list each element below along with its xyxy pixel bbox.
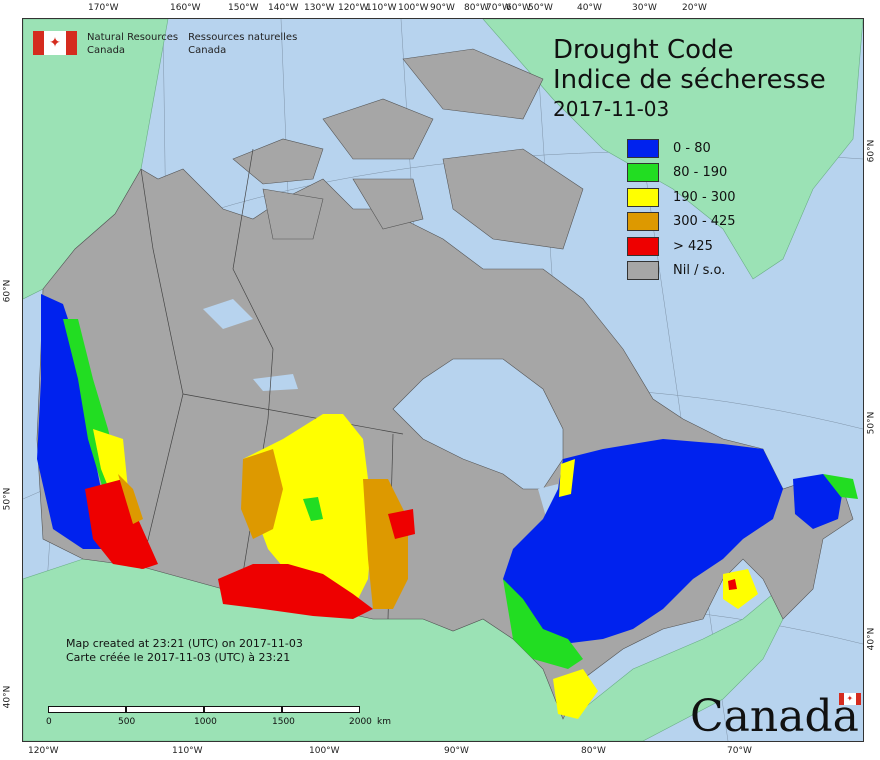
zone-newfoundland-blue	[793, 474, 843, 529]
scale-segment	[126, 706, 204, 713]
graticule-label: 130°W	[304, 3, 335, 13]
map-title-en: Drought Code	[553, 35, 734, 65]
credit-fr: Carte créée le 2017-11-03 (UTC) à 23:21	[66, 651, 291, 664]
scale-tick: 2000	[349, 717, 372, 727]
legend-swatch	[627, 261, 659, 281]
map-title-block: Drought Code Indice de sécheresse 2017-1…	[553, 35, 826, 123]
zone-maritimes-yellow	[723, 569, 758, 609]
map-credit: Map created at 23:21 (UTC) on 2017-11-03…	[66, 637, 303, 665]
graticule-label: 160°W	[170, 3, 201, 13]
zone-east-blue	[503, 439, 783, 644]
zone-bc-red	[85, 479, 158, 569]
legend-label: 80 - 190	[673, 165, 728, 181]
graticule-label: 70°W	[486, 3, 511, 13]
great-bear-lake	[203, 299, 253, 329]
scale-segment	[282, 706, 360, 713]
zone-manitoba-orange	[363, 479, 408, 609]
wordmark-flag-icon: ✦	[838, 693, 861, 705]
graticule-label: 50°W	[528, 3, 553, 13]
graticule-label: 50°N	[866, 411, 877, 435]
graticule-label: 50°N	[2, 487, 13, 511]
legend-label: Nil / s.o.	[673, 263, 726, 279]
graticule-label: 70°W	[727, 746, 752, 756]
legend-swatch	[627, 236, 659, 256]
scale-tick: 1000	[194, 717, 217, 727]
legend-item: 300 - 425	[627, 210, 736, 235]
graticule-label: 60°N	[2, 279, 13, 303]
zone-prairie-orange	[241, 449, 283, 539]
zone-prairie-green	[303, 497, 323, 521]
legend: 0 - 80 80 - 190 190 - 300 300 - 425 > 42…	[627, 136, 736, 283]
zone-east-green	[503, 579, 583, 669]
legend-item: 80 - 190	[627, 161, 736, 186]
graticule-label: 120°W	[28, 746, 59, 756]
drought-code-map: ✦ Natural Resources Canada Ressources na…	[22, 18, 864, 742]
graticule-label: 80°W	[581, 746, 606, 756]
graticule-label: 60°W	[506, 3, 531, 13]
agency-name-en: Natural Resources Canada	[87, 31, 178, 57]
graticule-label: 150°W	[228, 3, 259, 13]
graticule-label: 90°W	[430, 3, 455, 13]
agency-fr-line2: Canada	[188, 45, 227, 56]
canada-flag-icon: ✦	[33, 31, 77, 55]
graticule-label: 120°W	[338, 3, 369, 13]
agency-signature: ✦ Natural Resources Canada Ressources na…	[33, 31, 297, 57]
graticule-label: 30°W	[632, 3, 657, 13]
legend-label: 300 - 425	[673, 214, 736, 230]
graticule-label: 20°W	[682, 3, 707, 13]
zone-quebec-north-yellow	[559, 459, 575, 497]
agency-en-line1: Natural Resources	[87, 32, 179, 43]
graticule-label: 40°W	[577, 3, 602, 13]
scale-tick: 500	[118, 717, 136, 727]
graticule-label: 60°N	[866, 139, 877, 163]
legend-item: 0 - 80	[627, 136, 736, 161]
zone-bc-orange	[118, 474, 143, 524]
agency-name-fr: Ressources naturelles Canada	[188, 31, 297, 57]
zone-prairie-red	[218, 564, 373, 619]
graticule-label: 100°W	[398, 3, 429, 13]
graticule-label: 110°W	[366, 3, 397, 13]
map-date: 2017-11-03	[553, 97, 670, 121]
graticule-label: 40°N	[2, 685, 13, 709]
scale-bar: 0 500 1000 1500 2000 km	[46, 706, 391, 736]
zone-manitoba-red	[388, 509, 415, 539]
greenland-land	[482, 19, 863, 280]
graticule-label: 100°W	[309, 746, 340, 756]
legend-label: 190 - 300	[673, 189, 736, 205]
agency-fr-line1: Ressources naturelles	[188, 32, 298, 43]
graticule-label: 90°W	[444, 746, 469, 756]
map-title-fr: Indice de sécheresse	[553, 65, 826, 95]
zone-maritimes-red	[728, 579, 737, 590]
zone-newfoundland-green	[823, 474, 858, 499]
map-canvas	[23, 19, 863, 741]
zone-bc-blue	[37, 294, 113, 549]
legend-item: > 425	[627, 234, 736, 259]
legend-swatch	[627, 163, 659, 183]
scale-unit: km	[377, 717, 391, 727]
scale-segment	[48, 706, 126, 713]
legend-label: > 425	[673, 238, 713, 254]
graticule-label: 140°W	[268, 3, 299, 13]
scale-tick: 1500	[272, 717, 295, 727]
graticule-label: 80°W	[464, 3, 489, 13]
scale-tick: 0	[46, 717, 52, 727]
zone-ontario-yellow	[553, 669, 598, 719]
arctic-islands	[232, 48, 584, 250]
scale-segment	[204, 706, 282, 713]
legend-swatch	[627, 138, 659, 158]
great-slave-lake	[253, 374, 298, 391]
graticule-label: 170°W	[88, 3, 119, 13]
legend-item: 190 - 300	[627, 185, 736, 210]
agency-en-line2: Canada	[87, 45, 126, 56]
graticule-label: 40°N	[866, 627, 877, 651]
canada-wordmark: Canada ✦	[690, 691, 861, 742]
legend-swatch	[627, 187, 659, 207]
credit-en: Map created at 23:21 (UTC) on 2017-11-03	[66, 637, 303, 650]
graticule-label: 110°W	[172, 746, 203, 756]
legend-item: Nil / s.o.	[627, 259, 736, 284]
legend-label: 0 - 80	[673, 140, 711, 156]
legend-swatch	[627, 212, 659, 232]
wordmark-text: Canada	[690, 691, 859, 742]
